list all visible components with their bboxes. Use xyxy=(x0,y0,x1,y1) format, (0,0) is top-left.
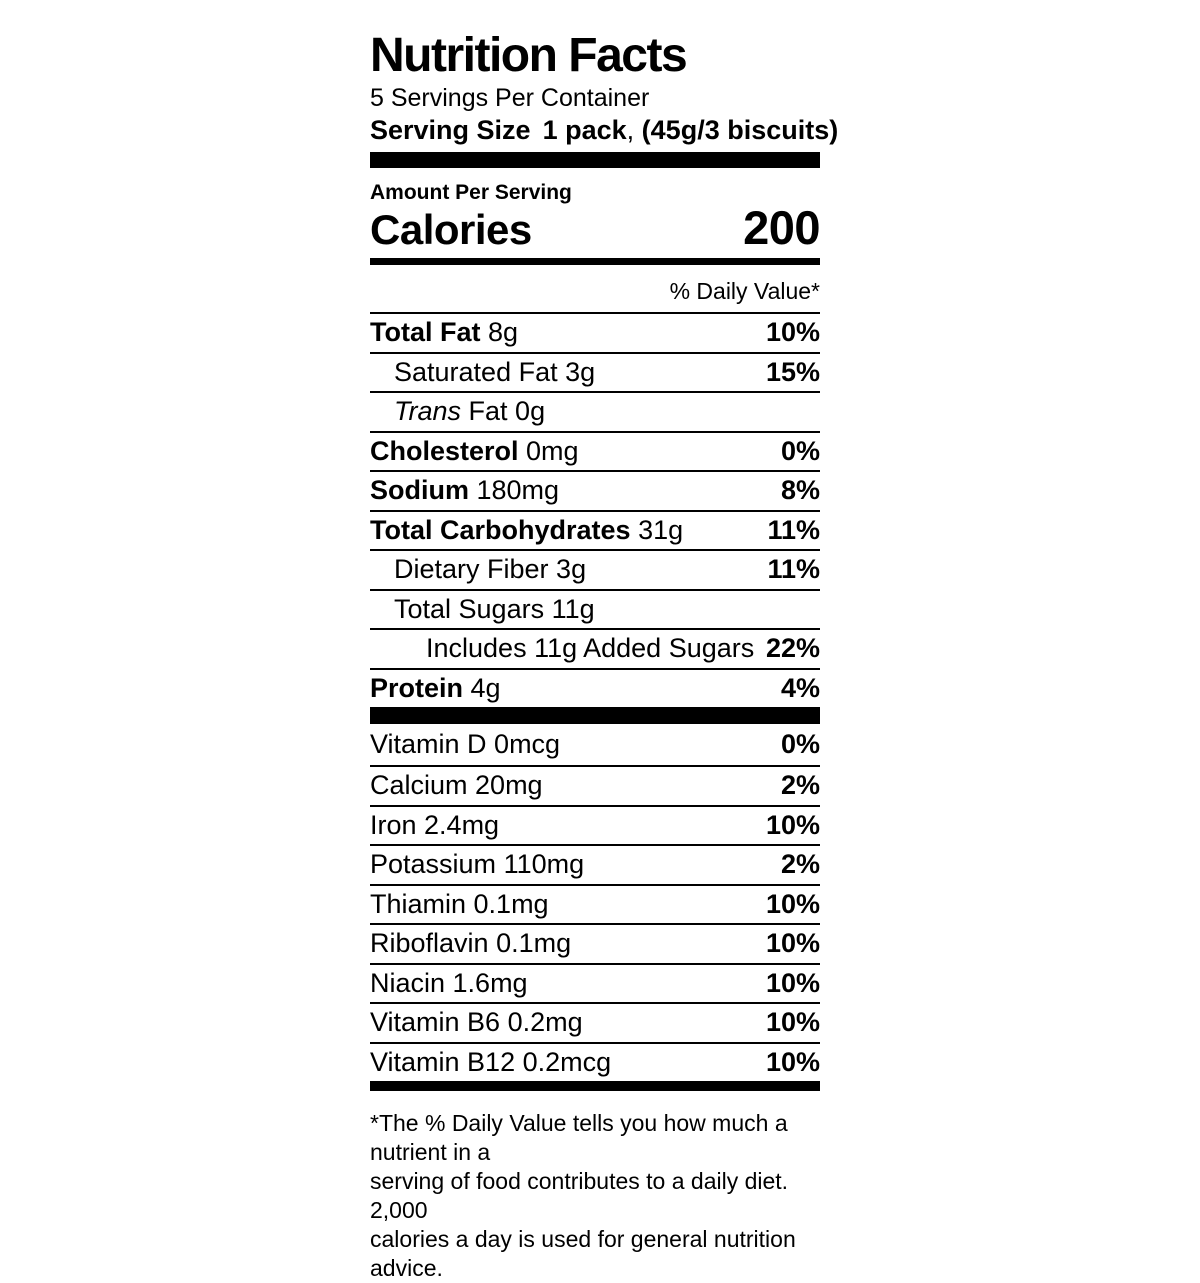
nutrient-row: Niacin 1.6mg 10% xyxy=(370,962,820,1003)
label-title: Nutrition Facts xyxy=(370,29,688,82)
nutrient-daily-value: 11% xyxy=(767,554,820,585)
footnote-line: *The % Daily Value tells you how much a … xyxy=(370,1110,788,1165)
amount-per-serving: Amount Per Serving xyxy=(370,181,572,204)
nutrient-row: Sodium 180mg 8% xyxy=(370,470,820,510)
nutrient-row: Thiamin 0.1mg 10% xyxy=(370,883,820,924)
nutrient-daily-value: 10% xyxy=(765,1046,820,1077)
nutrient-name: Includes 11g Added Sugars xyxy=(426,633,755,664)
nutrient-name: Vitamin B6 0.2mg xyxy=(370,1007,583,1038)
serving-size-qty: 1 pack xyxy=(542,115,627,145)
nutrient-daily-value: 4% xyxy=(780,672,820,703)
nutrient-name: Niacin 1.6mg xyxy=(370,967,528,998)
footnote-line: calories a day is used for general nutri… xyxy=(370,1226,796,1281)
nutrient-name: Total Carbohydrates 31g xyxy=(370,514,684,545)
nutrient-daily-value: 10% xyxy=(765,317,820,348)
servings-per-container: 5 Servings Per Container xyxy=(370,84,650,112)
nutrient-name: Saturated Fat 3g xyxy=(394,356,596,387)
nutrient-daily-value: 2% xyxy=(780,849,820,880)
nutrient-daily-value: 11% xyxy=(767,514,820,545)
nutrient-name: Cholesterol 0mg xyxy=(370,435,579,466)
nutrient-daily-value: 10% xyxy=(765,1007,820,1038)
nutrient-name: Total Sugars 11g xyxy=(394,593,595,624)
nutrient-row: Saturated Fat 3g 15% xyxy=(370,351,820,392)
calories-row: Calories 200 xyxy=(370,201,820,254)
nutrient-name: Vitamin D 0mcg xyxy=(370,729,561,759)
divider-bar-thick-top xyxy=(370,152,820,168)
nutrient-row: Iron 2.4mg 10% xyxy=(370,804,820,845)
serving-size-comma: , xyxy=(626,115,635,145)
divider-bar-medium xyxy=(370,258,820,265)
nutrient-daily-value: 2% xyxy=(780,770,820,801)
nutrient-row: Total Carbohydrates 31g 11% xyxy=(370,509,820,550)
divider-bar-bottom xyxy=(370,1081,820,1091)
nutrient-name: Total Fat 8g xyxy=(370,317,519,348)
nutrient-daily-value: 8% xyxy=(780,475,820,506)
nutrient-name: Iron 2.4mg xyxy=(370,809,500,840)
serving-size-detail: (45g/3 biscuits) xyxy=(641,115,839,145)
serving-size-label: Serving Size xyxy=(370,115,531,145)
nutrient-name: Trans Fat 0g xyxy=(394,396,546,427)
footnote: *The % Daily Value tells you how much a … xyxy=(370,1109,820,1283)
nutrient-daily-value: 0% xyxy=(780,435,820,466)
nutrient-name: Vitamin B12 0.2mcg xyxy=(370,1046,612,1077)
footnote-line: serving of food contributes to a daily d… xyxy=(370,1168,789,1223)
nutrient-row: Vitamin D 0mcg 0% xyxy=(370,724,820,765)
nutrient-daily-value: 15% xyxy=(765,356,820,387)
nutrient-row: Riboflavin 0.1mg 10% xyxy=(370,923,820,963)
nutrient-row: Vitamin B12 0.2mcg 10% xyxy=(370,1041,820,1082)
nutrient-daily-value: 22% xyxy=(765,633,820,664)
divider-bar-thick-middle xyxy=(370,707,820,724)
nutrition-facts-label: Nutrition Facts 5 Servings Per Container… xyxy=(370,29,838,1283)
nutrient-name: Protein 4g xyxy=(370,672,501,703)
nutrient-daily-value: 10% xyxy=(765,888,820,919)
calories-value: 200 xyxy=(743,201,820,254)
nutrient-name: Dietary Fiber 3g xyxy=(394,554,587,585)
nutrient-row: Vitamin B6 0.2mg 10% xyxy=(370,1002,820,1042)
nutrient-name: Calcium 20mg xyxy=(370,770,543,801)
nutrient-row: Protein 4g 4% xyxy=(370,667,820,708)
nutrient-row: Total Sugars 11g xyxy=(370,588,820,629)
nutrient-rows: Total Fat 8g 10% Saturated Fat 3g 15% Trans … xyxy=(370,312,820,707)
vitamin-rows: Vitamin D 0mcg 0% Calcium 20mg 2% Iron 2.4mg… xyxy=(370,724,820,1081)
nutrient-daily-value: 10% xyxy=(765,928,820,959)
nutrient-name: Thiamin 0.1mg xyxy=(370,888,549,919)
nutrient-daily-value: 0% xyxy=(780,729,820,759)
nutrient-row: Potassium 110mg 2% xyxy=(370,844,820,884)
nutrient-name: Sodium 180mg xyxy=(370,475,560,506)
serving-size-line: Serving Size 1 pack, (45g/3 biscuits) xyxy=(370,114,838,146)
nutrient-row: Calcium 20mg 2% xyxy=(370,765,820,805)
nutrient-daily-value: 10% xyxy=(765,809,820,840)
nutrient-daily-value: 10% xyxy=(765,967,820,998)
nutrient-row: Total Fat 8g 10% xyxy=(370,312,820,352)
nutrient-row: Dietary Fiber 3g 11% xyxy=(370,549,820,589)
daily-value-header: % Daily Value* xyxy=(669,278,820,304)
calories-label: Calories xyxy=(370,206,532,253)
nutrient-name: Potassium 110mg xyxy=(370,849,585,880)
nutrient-row: Trans Fat 0g xyxy=(370,391,820,431)
nutrient-row: Includes 11g Added Sugars 22% xyxy=(370,628,820,668)
nutrient-name: Riboflavin 0.1mg xyxy=(370,928,572,959)
nutrient-row: Cholesterol 0mg 0% xyxy=(370,430,820,471)
